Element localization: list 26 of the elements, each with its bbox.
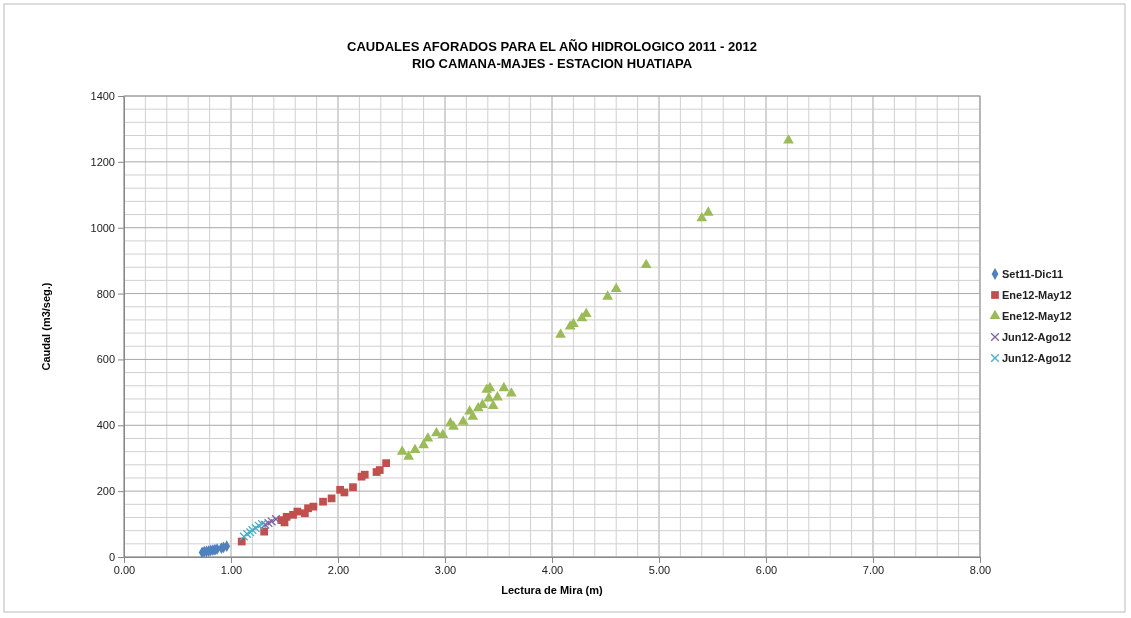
y-tick-label: 1200 — [90, 155, 115, 168]
y-tick-label: 0 — [108, 551, 115, 564]
x-tick-label: 0.00 — [113, 563, 136, 576]
y-tick-label: 400 — [96, 419, 115, 432]
legend-label: Jun12-Ago12 — [1002, 330, 1072, 343]
x-tick-label: 3.00 — [434, 563, 457, 576]
legend-label: Jun12-Ago12 — [1002, 351, 1072, 364]
x-tick-label: 2.00 — [327, 563, 350, 576]
legend-label: Set11-Dic11 — [1002, 267, 1064, 280]
x-axis-title: Lectura de Mira (m) — [501, 584, 604, 596]
x-tick-label: 4.00 — [541, 563, 564, 576]
legend-label: Ene12-May12 — [1002, 309, 1072, 322]
x-tick-label: 7.00 — [862, 563, 885, 576]
y-tick-label: 200 — [96, 485, 115, 498]
x-tick-label: 8.00 — [969, 563, 992, 576]
legend-label: Ene12-May12 — [1002, 288, 1072, 301]
y-tick-label: 1000 — [90, 221, 115, 234]
x-tick-label: 6.00 — [755, 563, 778, 576]
x-tick-label: 5.00 — [648, 563, 671, 576]
y-axis-title: Caudal (m3/seg.) — [40, 282, 52, 371]
x-tick-label: 1.00 — [220, 563, 243, 576]
y-tick-label: 1400 — [90, 90, 115, 103]
chart-title: CAUDALES AFORADOS PARA EL AÑO HIDROLOGICO 2011 - 2012 — [347, 39, 757, 54]
y-tick-label: 800 — [96, 287, 115, 300]
chart-subtitle: RIO CAMANA-MAJES - ESTACION HUATIAPA — [411, 56, 693, 71]
y-tick-label: 600 — [96, 353, 115, 366]
